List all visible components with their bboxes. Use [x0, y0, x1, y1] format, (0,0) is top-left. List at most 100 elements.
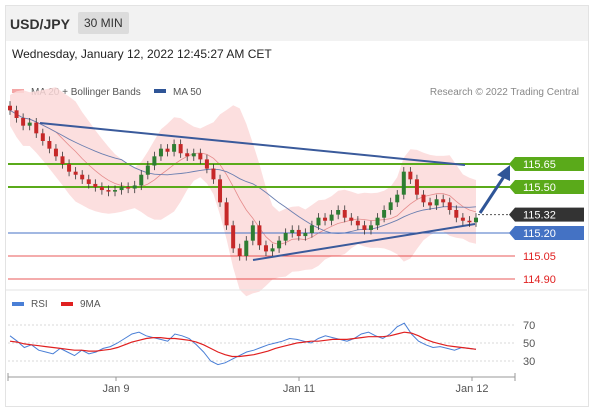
level-lines	[8, 163, 515, 280]
legend-ma50: MA 50	[173, 87, 202, 98]
candle-body	[8, 105, 12, 111]
candle-body	[375, 217, 380, 226]
lower-trendline	[252, 223, 476, 261]
candle-body	[296, 229, 301, 237]
legend-swatch-rsi	[12, 302, 24, 306]
candle-body	[355, 220, 360, 226]
candles	[8, 101, 478, 261]
legend-swatch-ma50	[154, 89, 166, 93]
bollinger-band	[10, 87, 476, 297]
x-tick-labels: Jan 9 Jan 11 Jan 12	[103, 377, 489, 395]
candle-body	[119, 187, 124, 191]
candle-body	[86, 179, 91, 184]
level-label-pointer-115.65	[509, 157, 515, 171]
symbol-title: USD/JPY	[10, 16, 70, 32]
candle-body	[263, 245, 268, 252]
level-label-bg-115.65	[515, 157, 584, 171]
candle-body	[290, 229, 295, 233]
legend-swatch-9ma	[61, 302, 73, 306]
candle-body	[474, 217, 478, 223]
candle-body	[172, 144, 177, 152]
rsi-9ma-line	[9, 331, 477, 358]
upper-trendline	[39, 122, 466, 166]
candle-body	[244, 240, 249, 256]
candle-body	[329, 214, 334, 221]
candle-body	[434, 199, 439, 206]
level-label-115.50: 115.50	[523, 182, 556, 194]
candle-body	[414, 179, 419, 195]
candle-body	[231, 225, 236, 249]
candle-body	[73, 171, 78, 175]
candle-body	[106, 190, 111, 192]
candle-body	[283, 233, 288, 241]
candle-body	[40, 133, 45, 141]
rsi-tick-30: 30	[523, 356, 535, 368]
candle-body	[250, 225, 255, 241]
candle-body	[47, 141, 52, 149]
candle-body	[257, 225, 262, 246]
level-label-pointer-115.20	[509, 226, 515, 240]
candle-body	[342, 210, 347, 218]
candle-body	[165, 148, 170, 152]
candle-body	[204, 159, 209, 169]
x-tick-jan-9: Jan 9	[103, 383, 130, 395]
candle-body	[60, 156, 65, 164]
candle-body	[113, 190, 118, 192]
candle-body	[408, 171, 413, 180]
candle-body	[158, 148, 163, 157]
forecast-arrow-shaft	[478, 174, 507, 214]
candle-body	[218, 179, 223, 203]
x-tick-jan-12: Jan 12	[455, 383, 488, 395]
candle-body	[53, 148, 58, 157]
legend-9ma: 9MA	[80, 299, 101, 310]
candle-body	[126, 187, 131, 189]
candle-body	[441, 199, 446, 203]
chart-header: USD/JPY 30 MIN	[6, 6, 588, 41]
candle-body	[428, 202, 433, 206]
candle-body	[198, 153, 203, 160]
candle-body	[67, 164, 72, 172]
candle-body	[80, 174, 85, 180]
candle-body	[152, 156, 157, 166]
candle-body	[34, 122, 39, 134]
candle-body	[447, 202, 452, 210]
candle-body	[237, 248, 242, 256]
level-labels: 115.65 115.50 115.32 115.20 115.05 114.90	[509, 157, 584, 286]
candle-body	[178, 144, 183, 154]
rsi-tick-labels: 70 50 30	[523, 320, 535, 368]
level-label-115.20: 115.20	[523, 228, 556, 240]
candle-body	[362, 225, 367, 230]
candle-body	[14, 110, 19, 118]
candle-body	[224, 202, 229, 226]
level-label-bg-115.50	[515, 180, 584, 194]
candle-body	[93, 183, 98, 187]
level-label-pointer-115.32	[509, 207, 515, 222]
level-label-115.05: 115.05	[523, 251, 556, 263]
rsi-grid	[8, 324, 515, 362]
level-label-bg-115.20	[515, 226, 584, 240]
candle-body	[401, 171, 406, 195]
candle-body	[467, 220, 472, 223]
rsi-line	[9, 322, 477, 366]
timeframe-badge[interactable]: 30 MIN	[78, 12, 129, 34]
level-label-pointer-115.50	[509, 180, 515, 194]
candle-body	[395, 194, 400, 203]
candle-body	[336, 210, 341, 215]
forecast-arrow-head	[497, 165, 510, 181]
level-label-114.90: 114.90	[523, 274, 556, 286]
level-label-115.32: 115.32	[523, 210, 556, 222]
candle-body	[368, 225, 373, 230]
candle-body	[316, 217, 321, 226]
candle-body	[27, 122, 32, 126]
level-label-bg-115.32	[515, 207, 584, 222]
ma50-line	[9, 109, 477, 234]
candle-body	[277, 240, 282, 249]
candle-body	[388, 202, 393, 210]
candle-body	[211, 168, 216, 180]
candle-body	[21, 118, 26, 126]
rsi-tick-50: 50	[523, 338, 535, 350]
candle-body	[132, 185, 137, 189]
rsi-tick-70: 70	[523, 320, 535, 332]
candle-body	[454, 210, 459, 218]
candle-body	[270, 248, 275, 252]
